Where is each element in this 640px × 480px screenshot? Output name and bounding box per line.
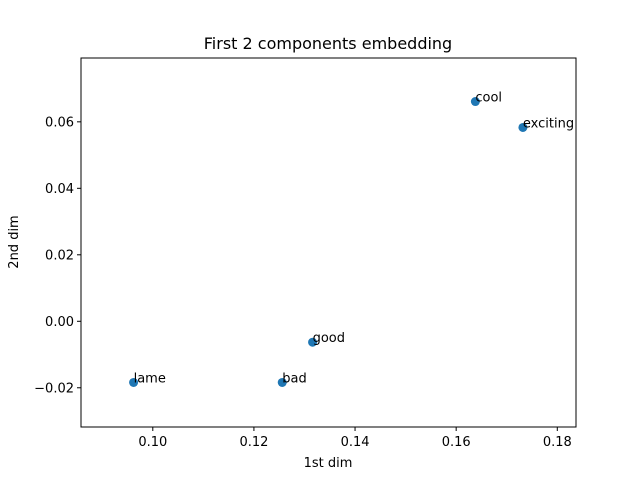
data-point-label-exciting: exciting xyxy=(523,116,574,131)
x-tick-label: 0.16 xyxy=(442,435,471,450)
y-tick-label: 0.04 xyxy=(45,182,74,197)
x-tick-label: 0.10 xyxy=(138,435,167,450)
data-points xyxy=(129,97,528,387)
data-point-exciting xyxy=(518,122,528,132)
x-axis-title: 1st dim xyxy=(304,456,353,471)
y-tick-label: 0.00 xyxy=(45,315,74,330)
data-point-label-good: good xyxy=(313,331,345,346)
y-tick-label: 0.02 xyxy=(45,248,74,263)
data-point-lame xyxy=(129,377,139,387)
data-point-cool xyxy=(470,97,480,107)
x-axis: 0.10 0.12 0.14 0.16 0.18 xyxy=(138,427,572,450)
data-point-label-bad: bad xyxy=(282,371,306,386)
data-point-good xyxy=(308,337,318,347)
data-point-bad xyxy=(277,377,287,387)
data-point-label-lame: lame xyxy=(134,371,166,386)
y-axis: −0.02 0.00 0.02 0.04 0.06 xyxy=(34,115,81,396)
y-tick-label: −0.02 xyxy=(34,381,74,396)
chart-title: First 2 components embedding xyxy=(204,34,452,53)
x-tick-label: 0.12 xyxy=(239,435,268,450)
x-tick-label: 0.18 xyxy=(543,435,572,450)
y-axis-title: 2nd dim xyxy=(7,215,22,268)
y-tick-label: 0.06 xyxy=(45,115,74,130)
x-tick-label: 0.14 xyxy=(341,435,370,450)
data-point-labels: cool exciting good lame bad xyxy=(134,91,575,387)
plot-area xyxy=(80,57,577,428)
data-point-label-cool: cool xyxy=(475,91,502,106)
